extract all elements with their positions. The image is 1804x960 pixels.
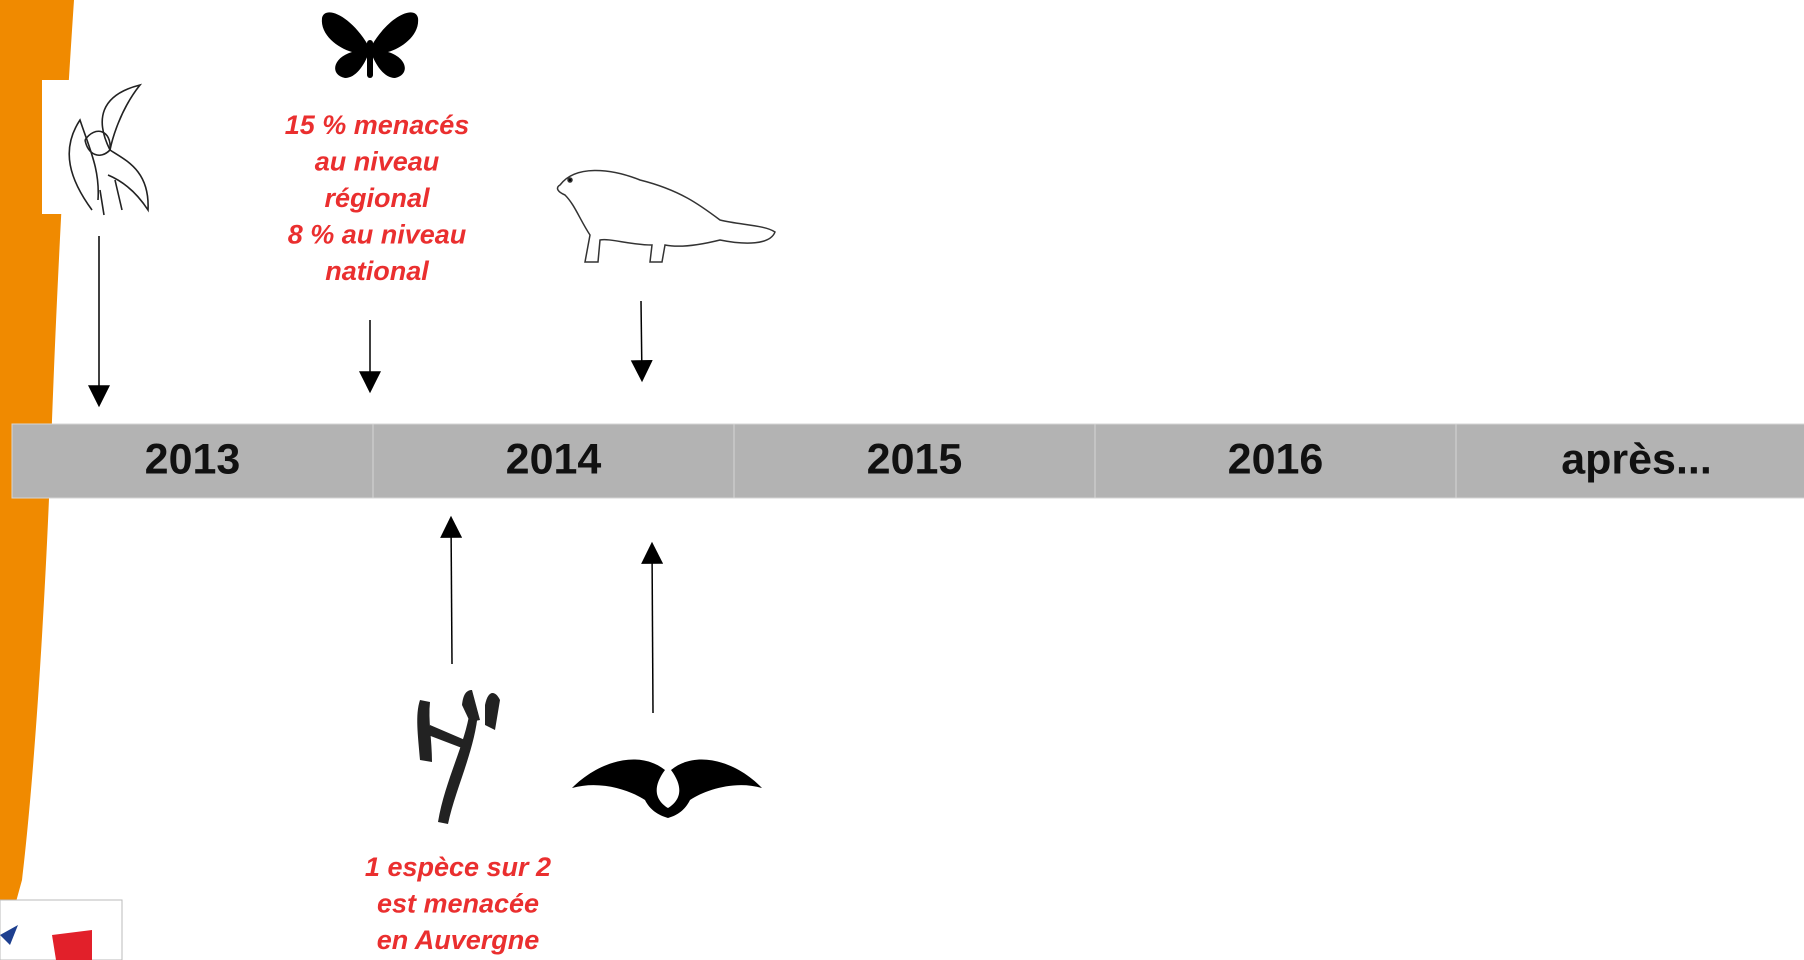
slide: 2013 2014 2015 2016 après... 15 % menacés au …: [0, 0, 1804, 960]
butterfly-image: [322, 12, 418, 78]
annotation-line: est menacée: [377, 889, 539, 919]
arrow: [451, 518, 452, 664]
annotation-line: en Auvergne: [377, 925, 540, 955]
annotation-line: 15 % menacés: [285, 110, 470, 140]
bat-image: [572, 760, 762, 818]
iris-image: [42, 80, 148, 215]
annotation-line: 8 % au niveau: [288, 220, 467, 250]
annotations: 15 % menacés au niveau régional 8 % au nive…: [285, 110, 551, 955]
arrow: [641, 301, 642, 380]
annotation-line: au niveau: [315, 147, 440, 177]
ermine-image: [558, 170, 775, 262]
period-label: 2014: [506, 435, 602, 483]
period-label: 2015: [867, 435, 963, 483]
logo: [0, 900, 122, 960]
arrow: [652, 544, 653, 713]
timeline-bar: 2013 2014 2015 2016 après...: [12, 424, 1804, 498]
annotation-line: 1 espèce sur 2: [365, 852, 551, 882]
annotation-line: national: [325, 256, 429, 286]
annotation-line: régional: [324, 183, 430, 213]
period-label: 2013: [145, 435, 241, 483]
plant-image: [417, 690, 500, 824]
period-label: 2016: [1228, 435, 1324, 483]
period-label: après...: [1561, 435, 1712, 483]
